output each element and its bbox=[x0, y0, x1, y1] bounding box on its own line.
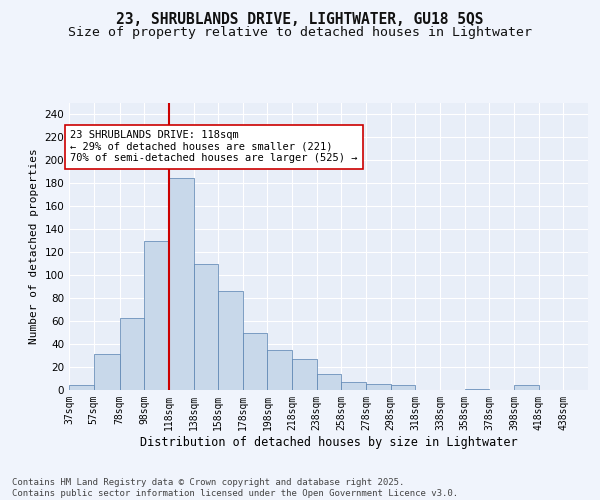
Bar bbox=[218, 291, 243, 390]
Bar bbox=[268, 350, 292, 390]
Bar bbox=[243, 332, 268, 390]
Bar bbox=[144, 240, 169, 390]
Bar bbox=[341, 382, 366, 390]
Text: Size of property relative to detached houses in Lightwater: Size of property relative to detached ho… bbox=[68, 26, 532, 39]
Text: 23, SHRUBLANDS DRIVE, LIGHTWATER, GU18 5QS: 23, SHRUBLANDS DRIVE, LIGHTWATER, GU18 5… bbox=[116, 12, 484, 28]
Bar bbox=[94, 354, 119, 390]
Bar bbox=[69, 386, 94, 390]
Bar bbox=[119, 318, 144, 390]
Bar bbox=[292, 359, 317, 390]
Bar bbox=[465, 389, 490, 390]
X-axis label: Distribution of detached houses by size in Lightwater: Distribution of detached houses by size … bbox=[140, 436, 517, 448]
Bar bbox=[366, 384, 391, 390]
Bar bbox=[391, 386, 415, 390]
Bar bbox=[317, 374, 341, 390]
Bar bbox=[169, 178, 194, 390]
Y-axis label: Number of detached properties: Number of detached properties bbox=[29, 148, 39, 344]
Bar bbox=[194, 264, 218, 390]
Text: Contains HM Land Registry data © Crown copyright and database right 2025.
Contai: Contains HM Land Registry data © Crown c… bbox=[12, 478, 458, 498]
Text: 23 SHRUBLANDS DRIVE: 118sqm
← 29% of detached houses are smaller (221)
70% of se: 23 SHRUBLANDS DRIVE: 118sqm ← 29% of det… bbox=[70, 130, 358, 164]
Bar bbox=[514, 386, 539, 390]
